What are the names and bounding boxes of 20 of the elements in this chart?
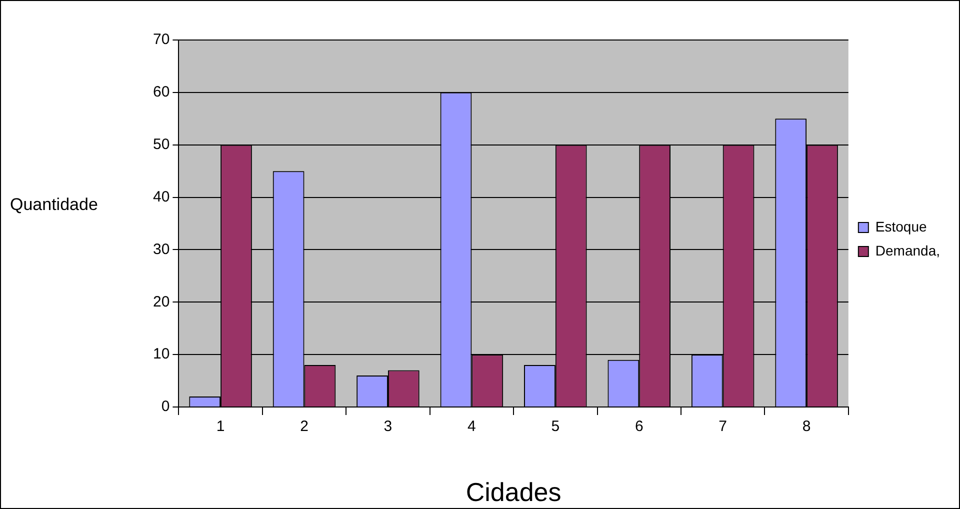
y-tick-label: 60 [152, 84, 170, 101]
y-tick-label: 40 [152, 188, 170, 206]
y-tick-label: 0 [161, 398, 170, 416]
x-tick-label: 4 [468, 418, 476, 436]
x-tick-label: 6 [634, 418, 644, 436]
legend-label: Demanda, [875, 242, 940, 258]
x-tick-label: 2 [300, 418, 308, 436]
y-tick-label: 30 [152, 240, 170, 258]
x-tick-label: 5 [551, 418, 560, 436]
y-tick-label: 10 [152, 346, 170, 363]
y-tick-label: 20 [152, 293, 170, 310]
y-axis-title: Quantidade [10, 195, 98, 214]
y-tick-label: 70 [152, 31, 170, 48]
x-tick-label: 7 [718, 418, 728, 436]
x-tick-label: 8 [802, 418, 811, 436]
legend-label: Estoque [875, 218, 927, 234]
x-axis-title: Cidades [466, 477, 562, 508]
x-tick-label: 1 [216, 418, 225, 436]
y-tick-label: 50 [152, 136, 170, 153]
x-tick-label: 3 [384, 418, 392, 436]
